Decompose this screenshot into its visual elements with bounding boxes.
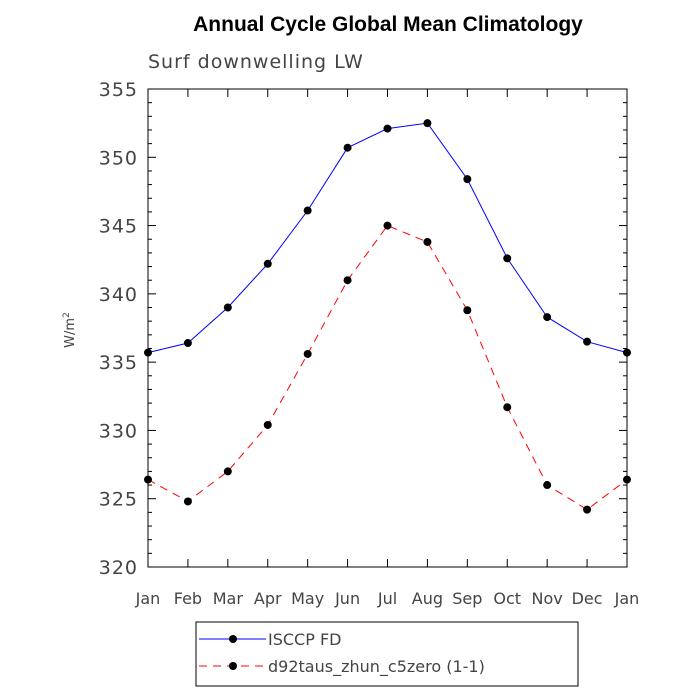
series-line-0 xyxy=(147,122,628,354)
data-point-0 xyxy=(623,348,631,357)
data-point-1 xyxy=(343,276,352,285)
data-point-0 xyxy=(543,313,552,322)
x-tick-label: Oct xyxy=(493,589,521,608)
data-point-1 xyxy=(303,349,312,358)
data-point-1 xyxy=(623,475,631,484)
data-point-1 xyxy=(383,221,392,230)
x-tick-label: Apr xyxy=(254,589,282,608)
legend-marker-isccp xyxy=(229,635,237,643)
x-tick-label: Jan xyxy=(135,589,161,608)
data-point-0 xyxy=(463,175,472,184)
data-point-1 xyxy=(543,481,552,490)
legend-box xyxy=(195,621,579,687)
y-tick-label: 355 xyxy=(99,79,138,101)
legend: ISCCP FD d92taus_zhun_c5zero (1-1) xyxy=(195,621,579,687)
x-tick-label: Dec xyxy=(572,589,603,608)
data-point-1 xyxy=(223,467,232,476)
data-point-0 xyxy=(383,124,392,133)
x-tick-label: Feb xyxy=(174,589,202,608)
x-tick-label: Jun xyxy=(334,589,360,608)
data-point-1 xyxy=(503,403,512,412)
legend-marker-d92taus xyxy=(229,662,237,670)
x-tick-label: Sep xyxy=(452,589,482,608)
y-tick-label: 320 xyxy=(99,557,138,579)
data-point-0 xyxy=(583,337,592,346)
chart-title: Annual Cycle Global Mean Climatology xyxy=(193,13,583,36)
data-point-0 xyxy=(263,259,272,268)
data-point-0 xyxy=(343,143,352,152)
x-axis: Jan Feb Mar Apr May Jun Jul Aug Sep Oct Nov Dec Jan xyxy=(135,89,640,608)
x-tick-label: Nov xyxy=(532,589,563,608)
chart-subtitle: Surf downwelling LW xyxy=(148,51,364,73)
plot-frame xyxy=(147,88,628,568)
data-point-0 xyxy=(183,339,192,348)
y-tick-label: 345 xyxy=(99,216,138,238)
y-tick-label: 340 xyxy=(99,284,138,306)
x-tick-label: Jul xyxy=(377,589,397,608)
legend-label-d92taus: d92taus_zhun_c5zero (1-1) xyxy=(268,657,485,677)
x-tick-label: Jan xyxy=(614,589,640,608)
series-line-1 xyxy=(147,224,628,511)
data-point-0 xyxy=(144,348,152,357)
y-axis-label-text: W/m xyxy=(63,318,78,348)
x-tick-label: Aug xyxy=(412,589,443,608)
y-tick-label: 335 xyxy=(99,352,138,374)
y-axis-label-superscript: 2 xyxy=(62,312,72,318)
data-point-1 xyxy=(423,237,432,246)
data-point-1 xyxy=(463,306,472,315)
y-tick-label: 325 xyxy=(99,489,138,511)
legend-label-isccp: ISCCP FD xyxy=(268,630,341,649)
y-tick-label: 350 xyxy=(99,147,138,169)
data-point-0 xyxy=(303,206,312,215)
y-axis: 320 325 330 335 340 345 350 355 xyxy=(99,79,627,579)
data-point-1 xyxy=(144,475,152,484)
x-tick-label: Mar xyxy=(213,589,244,608)
series-layer xyxy=(144,119,631,514)
data-point-0 xyxy=(503,254,512,263)
data-point-1 xyxy=(583,505,592,514)
y-tick-label: 330 xyxy=(99,420,138,442)
y-axis-label: W/m2 xyxy=(62,312,78,348)
x-tick-label: May xyxy=(291,589,324,608)
data-point-0 xyxy=(423,119,432,128)
data-point-1 xyxy=(263,420,272,429)
data-point-1 xyxy=(183,497,192,506)
data-point-0 xyxy=(223,303,232,312)
